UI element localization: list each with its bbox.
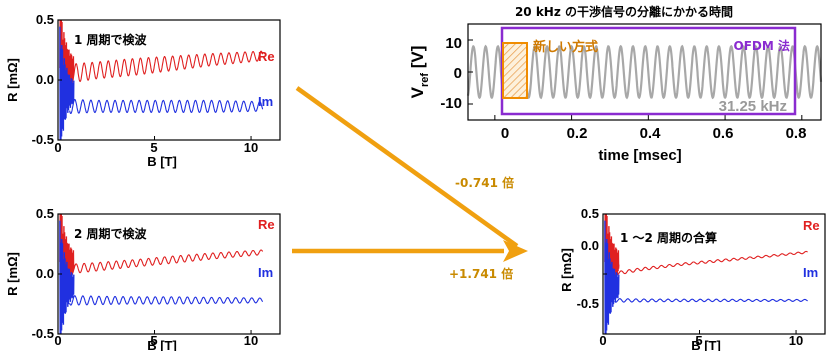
axis-ticks (468, 39, 803, 120)
panel-2-xlabel: B [T] (147, 338, 177, 351)
panel-4-ytick-mid: 0.0 (581, 238, 599, 253)
panel-1-detection-1-period: 1 周期で検波 Re Im 0.5 0.0 -0.5 0 5 10 B [T] … (5, 12, 281, 169)
panel-2-detection-2-periods: 2 周期で検波 Re Im 0.5 0.0 -0.5 0 5 10 B [T] … (5, 206, 281, 351)
factor-bottom: +1.741 倍 (449, 266, 513, 281)
panel-1-ytick-top: 0.5 (36, 12, 54, 27)
panel-3-frame (467, 23, 822, 121)
combination-arrows: -0.741 倍 +1.741 倍 (292, 86, 528, 281)
low-field-noise-im (59, 26, 75, 140)
series-re-line (614, 250, 808, 276)
panel-4-xtick-0: 0 (599, 333, 606, 348)
panel-1-label-im: Im (258, 94, 273, 109)
series-re-line (69, 249, 264, 275)
panel-3-ytick-neg10: -10 (440, 95, 462, 112)
panel-3-xtick-0.6: 0.6 (713, 125, 734, 142)
panel-4-summed-1-2-periods: 1 ～2 周期の合算 Re Im 0.5 0.0 -0.5 0 5 10 B [… (559, 206, 826, 351)
panel-2-ylabel: R [mΩ] (5, 252, 20, 296)
factor-top: -0.741 倍 (455, 175, 514, 190)
series-re-line (69, 50, 264, 84)
series-im-line (69, 295, 264, 306)
panel-2-xtick-5: 5 (150, 333, 157, 348)
arrowhead (503, 240, 528, 262)
panel-3-xtick-0.8: 0.8 (786, 125, 807, 142)
panel-2-xtick-10: 10 (244, 333, 258, 348)
low-field-noise-im (604, 220, 620, 334)
panel-4-label-re: Re (803, 218, 820, 233)
new-method-label: 新しい方式 (533, 39, 598, 55)
panel-3-xlabel: time [msec] (598, 147, 681, 164)
panel-4-frame (602, 213, 826, 335)
panel-3-ytick-0: 0 (454, 65, 462, 82)
panel-2-frame (57, 213, 281, 335)
panel-1-title: 1 周期で検波 (74, 32, 148, 47)
series-im-line (69, 98, 264, 114)
frequency-label: 31.25 kHz (719, 98, 787, 115)
panel-3-xtick-0.4: 0.4 (640, 125, 662, 142)
panel-3-xtick-0.2: 0.2 (567, 125, 588, 142)
panel-4-xlabel: B [T] (691, 338, 721, 351)
panel-4-xtick-10: 10 (789, 333, 803, 348)
panel-1-ylabel: R [mΩ] (5, 58, 20, 102)
series-im-line (614, 298, 808, 303)
panel-1-ytick-bottom: -0.5 (32, 132, 54, 147)
panel-1-xtick-10: 10 (244, 140, 258, 155)
panel-1-frame (57, 19, 281, 141)
panel-4-xtick-5: 5 (695, 333, 702, 348)
panel-4-title: 1 ～2 周期の合算 (620, 230, 717, 245)
panel-3-interference-time: 20 kHz の干渉信号の分離にかかる時間 新しい方式 OFDM 法 31.25… (408, 4, 823, 164)
low-field-noise-im (59, 220, 75, 334)
panel-4-label-im: Im (803, 265, 818, 280)
panel-2-ytick-mid: 0.0 (36, 266, 54, 281)
ofdm-label: OFDM 法 (734, 38, 790, 53)
panel-2-ytick-top: 0.5 (36, 206, 54, 221)
panel-3-title: 20 kHz の干渉信号の分離にかかる時間 (515, 4, 733, 19)
panel-4-ylabel: R [mΩ] (559, 248, 574, 292)
panel-1-xtick-5: 5 (150, 140, 157, 155)
panel-3-xtick-0: 0 (501, 125, 509, 142)
panel-1-xtick-0: 0 (54, 140, 61, 155)
panel-1-xlabel: B [T] (147, 154, 177, 169)
arrow-from-panel-1 (295, 86, 519, 248)
panel-3-ytick-10: 10 (445, 35, 462, 52)
panel-3-ylabel: Vref [V] (408, 46, 431, 99)
panel-2-ytick-bottom: -0.5 (32, 326, 54, 341)
new-method-window-box (502, 42, 528, 99)
panel-4-ytick-top: 0.5 (581, 206, 599, 221)
panel-2-xtick-0: 0 (54, 333, 61, 348)
panel-2-label-im: Im (258, 265, 273, 280)
panel-2-label-re: Re (258, 217, 275, 232)
panel-1-ytick-mid: 0.0 (36, 72, 54, 87)
panel-4-ytick-bottom: -0.5 (577, 296, 599, 311)
panel-2-title: 2 周期で検波 (74, 226, 148, 241)
panel-1-label-re: Re (258, 49, 275, 64)
